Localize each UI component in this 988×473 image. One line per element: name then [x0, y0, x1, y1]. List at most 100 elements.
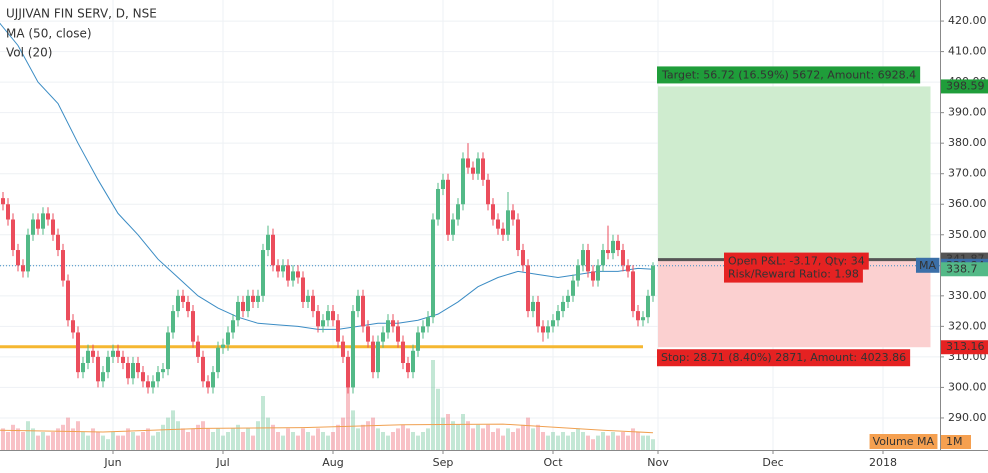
candle-body	[291, 271, 295, 281]
symbol: UJJIVAN FIN SERV, D, NSE	[6, 7, 157, 21]
volume-bar	[421, 432, 425, 450]
volume-bar	[221, 435, 225, 450]
volume-bar	[431, 360, 435, 450]
candle-body	[326, 311, 330, 321]
volume-bar	[456, 424, 460, 450]
candle-body	[6, 204, 10, 220]
candle-body	[31, 219, 35, 235]
candle-body	[231, 320, 235, 333]
volume-bar	[481, 428, 485, 450]
volume-bar	[1, 428, 5, 450]
ma-price-box	[941, 262, 988, 277]
candle-body	[46, 213, 50, 220]
volume-bar	[621, 432, 625, 450]
candle-body	[506, 210, 510, 235]
volume-bar	[476, 424, 480, 450]
candle-body	[511, 210, 515, 220]
candle-body	[626, 265, 630, 272]
candle-body	[456, 204, 460, 220]
volume-bar	[96, 432, 100, 450]
candle-body	[446, 179, 450, 235]
candle-body	[161, 369, 165, 373]
volume-bar	[196, 424, 200, 450]
ma-line	[0, 22, 654, 330]
volume-bar	[251, 435, 255, 450]
candle-body	[176, 295, 180, 312]
volume-bar	[601, 432, 605, 450]
target-price: 398.59	[946, 79, 985, 92]
ma-tag: MA	[919, 259, 936, 272]
volume-bar	[641, 435, 645, 450]
volume-legend: Volume MA	[873, 435, 935, 448]
candle-body	[381, 332, 385, 342]
volume-bar	[121, 435, 125, 450]
candle-body	[641, 317, 645, 321]
volume-bar	[636, 432, 640, 450]
candle-body	[181, 295, 185, 302]
candle-body	[51, 219, 55, 235]
candle-body	[591, 271, 595, 281]
candle-body	[91, 350, 95, 357]
volume-ma-line	[0, 423, 654, 434]
volume-bar	[441, 417, 445, 450]
volume-bar	[341, 417, 345, 450]
candle-body	[501, 228, 505, 235]
x-axis-line	[0, 450, 988, 451]
ma-price: 338.7	[946, 262, 978, 275]
candle-body	[136, 362, 140, 373]
candle-body	[196, 341, 200, 357]
candle-body	[306, 295, 310, 302]
volume-bar	[6, 432, 10, 450]
volume-bar	[176, 421, 180, 450]
volume-bar	[256, 421, 260, 450]
candle-body	[356, 295, 360, 312]
volume-bar	[46, 435, 50, 450]
candle-body	[201, 356, 205, 382]
volume-bar	[366, 421, 370, 450]
y-tick-label: 390.00	[948, 106, 987, 119]
volume-bar	[596, 435, 600, 450]
x-tick-label: Nov	[647, 456, 669, 469]
candle-body	[416, 332, 420, 351]
candle-body	[141, 372, 145, 382]
candle-body	[596, 265, 600, 281]
candle-body	[321, 320, 325, 327]
candle-body	[56, 234, 60, 251]
volume-bar	[531, 428, 535, 450]
candle-body	[536, 301, 540, 327]
candle-body	[166, 332, 170, 370]
volume-bar	[351, 410, 355, 450]
stop-price-box	[941, 340, 988, 355]
rr-label: Risk/Reward Ratio: 1.98	[728, 268, 859, 281]
volume-unit-box	[941, 435, 971, 449]
x-tick-label: Aug	[322, 456, 343, 469]
candle-body	[301, 277, 305, 302]
volume-bar	[376, 428, 380, 450]
x-tick-label: Jul	[215, 456, 229, 469]
candle-body	[96, 356, 100, 382]
volume-bar	[216, 428, 220, 450]
y-tick-label: 360.00	[948, 197, 987, 210]
volume-bar	[451, 421, 455, 450]
candle-body	[361, 295, 365, 327]
candle-body	[496, 219, 500, 229]
candle-body	[86, 350, 90, 363]
volume-bar	[36, 435, 40, 450]
volume-bar	[416, 435, 420, 450]
volume-bar	[611, 432, 615, 450]
candle-body	[116, 350, 120, 357]
volume-bar	[191, 428, 195, 450]
y-axis-line	[940, 0, 941, 450]
volume-bar	[131, 432, 135, 450]
volume-bar	[281, 435, 285, 450]
volume-bar	[161, 424, 165, 450]
candle-body	[376, 341, 380, 373]
candle-body	[126, 362, 130, 379]
volume-bar	[546, 435, 550, 450]
volume-bar	[336, 424, 340, 450]
volume-bar	[156, 432, 160, 450]
volume-bar	[381, 432, 385, 450]
volume-bar	[536, 424, 540, 450]
y-tick-label: 420.00	[948, 14, 987, 27]
volume-bar	[291, 432, 295, 450]
